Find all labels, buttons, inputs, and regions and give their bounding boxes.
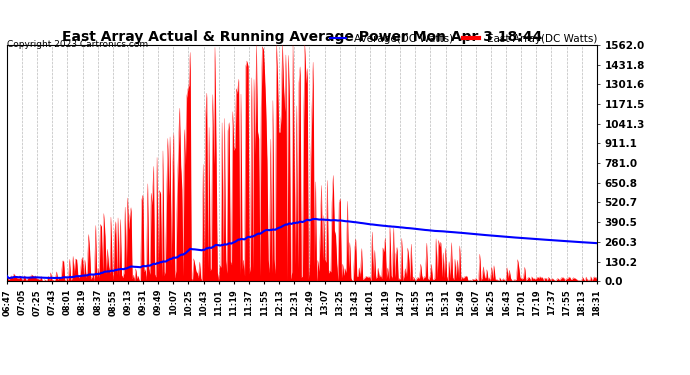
Text: Copyright 2023 Cartronics.com: Copyright 2023 Cartronics.com [7, 40, 148, 49]
Title: East Array Actual & Running Average Power Mon Apr 3 18:44: East Array Actual & Running Average Powe… [61, 30, 542, 44]
Legend: Average(DC Watts), East Array(DC Watts): Average(DC Watts), East Array(DC Watts) [326, 30, 602, 48]
